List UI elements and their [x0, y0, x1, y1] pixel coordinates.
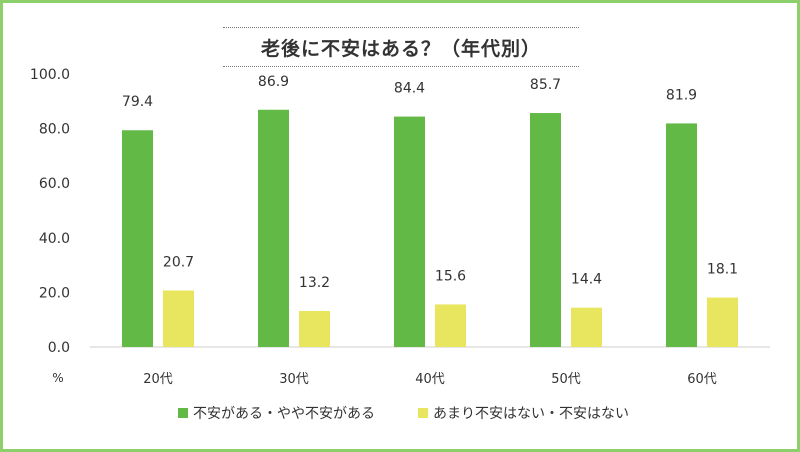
- bar-not-worried: [571, 307, 602, 347]
- chart-title: 老後に不安はある？（年代別）: [260, 37, 541, 60]
- value-label-worried: 86.9: [258, 74, 289, 90]
- bar-not-worried: [435, 304, 466, 347]
- y-axis-unit: %: [52, 371, 63, 385]
- bar-worried: [122, 130, 153, 347]
- legend-swatch: [178, 408, 188, 418]
- chart-legend: 不安がある・やや不安がある あまり不安はない・不安はない: [178, 406, 629, 422]
- bar-not-worried: [299, 310, 330, 347]
- bar-not-worried: [707, 297, 738, 347]
- chart-value-labels: 79.4 20.7 86.9 13.2 84.4 15.6 85.7 14.4 81.9 18.1: [122, 74, 738, 291]
- value-label-worried: 79.4: [122, 94, 153, 110]
- y-tick-label: 40.0: [39, 231, 70, 247]
- bar-worried: [394, 116, 425, 347]
- x-tick-label: 30代: [279, 372, 309, 387]
- bar-worried: [530, 113, 561, 347]
- value-label-worried: 84.4: [394, 81, 425, 97]
- legend-label: 不安がある・やや不安がある: [193, 406, 375, 422]
- y-tick-label: 0.0: [48, 340, 70, 356]
- y-tick-label: 60.0: [39, 176, 70, 192]
- y-tick-label: 80.0: [39, 122, 70, 138]
- legend-label: あまり不安はない・不安はない: [433, 406, 629, 422]
- x-tick-label: 40代: [415, 372, 445, 387]
- bar-worried: [666, 123, 697, 348]
- value-label-worried: 85.7: [530, 77, 561, 93]
- x-tick-label: 60代: [687, 372, 717, 387]
- bar-chart: 0.0 20.0 40.0 60.0 80.0 100.0% 20代 30代 40代 50代 60代…: [30, 67, 770, 422]
- value-label-not-worried: 18.1: [707, 262, 738, 278]
- x-tick-label: 20代: [143, 372, 173, 387]
- bar-not-worried: [163, 290, 194, 347]
- value-label-not-worried: 20.7: [163, 254, 194, 270]
- value-label-not-worried: 15.6: [435, 268, 466, 284]
- y-tick-label: 100.0: [30, 67, 70, 83]
- value-label-not-worried: 13.2: [299, 275, 330, 291]
- value-label-not-worried: 14.4: [571, 272, 602, 288]
- value-label-worried: 81.9: [666, 87, 697, 103]
- chart-bars: [122, 109, 738, 348]
- y-tick-label: 20.0: [39, 285, 70, 301]
- x-tick-label: 50代: [551, 372, 581, 387]
- chart-axes: 0.0 20.0 40.0 60.0 80.0 100.0% 20代 30代 40代 50代 60代: [30, 67, 770, 387]
- chart-title-box: 老後に不安はある？（年代別）: [223, 27, 579, 67]
- legend-swatch: [418, 408, 428, 418]
- bar-worried: [258, 109, 289, 347]
